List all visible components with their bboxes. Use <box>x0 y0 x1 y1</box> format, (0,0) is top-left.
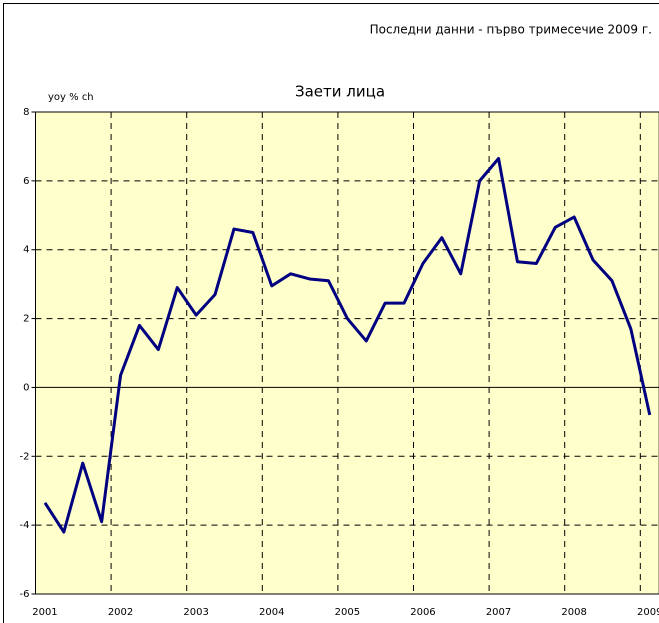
x-tick-label: 2009 <box>637 607 659 618</box>
y-tick-label: -2 <box>20 451 30 462</box>
x-tick-label: 2001 <box>32 607 57 618</box>
y-tick-label: -6 <box>20 589 30 600</box>
x-tick-label: 2007 <box>486 607 511 618</box>
y-tick-label: 6 <box>23 176 29 187</box>
x-tick-label: 2005 <box>335 607 360 618</box>
y-tick-label: 2 <box>23 314 29 325</box>
chart-title: Заети лица <box>295 83 385 101</box>
x-tick-label: 2006 <box>410 607 435 618</box>
y-tick-label: 8 <box>23 107 29 118</box>
x-tick-label: 2008 <box>561 607 586 618</box>
y-tick-label: 0 <box>23 382 29 393</box>
x-tick-label: 2004 <box>259 607 284 618</box>
data-line <box>43 156 652 534</box>
annotation: Последни данни - първо тримесечие 2009 г… <box>370 23 652 37</box>
y-tick-label: -4 <box>20 520 30 531</box>
y-axis-label: yoy % ch <box>48 92 94 103</box>
x-tick-label: 2003 <box>183 607 208 618</box>
x-tick-label: 2002 <box>108 607 133 618</box>
y-tick-label: 4 <box>23 245 29 256</box>
plot-area <box>35 111 659 595</box>
